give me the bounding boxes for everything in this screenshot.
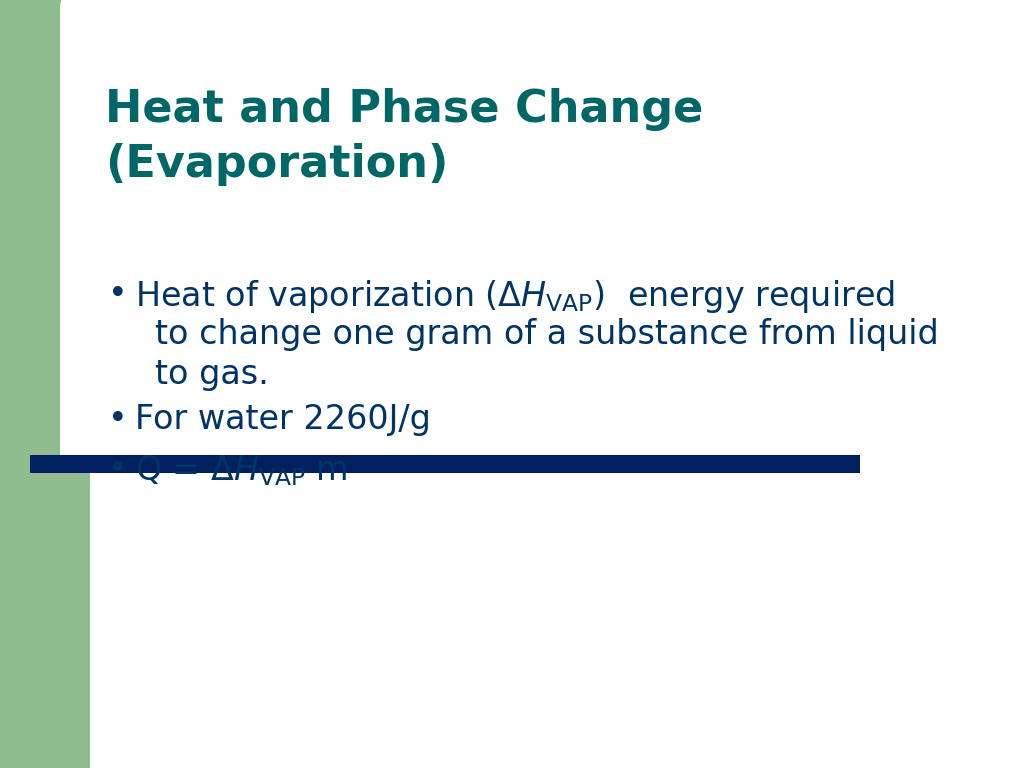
Text: (Evaporation): (Evaporation) — [105, 143, 449, 186]
Text: •: • — [108, 453, 128, 486]
Text: For water 2260J/g: For water 2260J/g — [135, 403, 431, 436]
Text: Heat and Phase Change: Heat and Phase Change — [105, 88, 703, 131]
Bar — [90, 0, 360, 308]
Text: Heat of vaporization ($\Delta H_{\mathregular{VAP}}$)  energy required: Heat of vaporization ($\Delta H_{\mathre… — [135, 278, 895, 315]
Bar — [0, 0, 90, 768]
FancyBboxPatch shape — [30, 455, 860, 473]
Text: to gas.: to gas. — [155, 358, 269, 391]
Text: •: • — [108, 403, 128, 436]
Text: •: • — [108, 278, 128, 311]
FancyBboxPatch shape — [60, 0, 1020, 473]
Text: to change one gram of a substance from liquid: to change one gram of a substance from l… — [155, 318, 939, 351]
Text: Q = $\Delta H_{\mathregular{VAP}}$ m: Q = $\Delta H_{\mathregular{VAP}}$ m — [135, 453, 348, 488]
